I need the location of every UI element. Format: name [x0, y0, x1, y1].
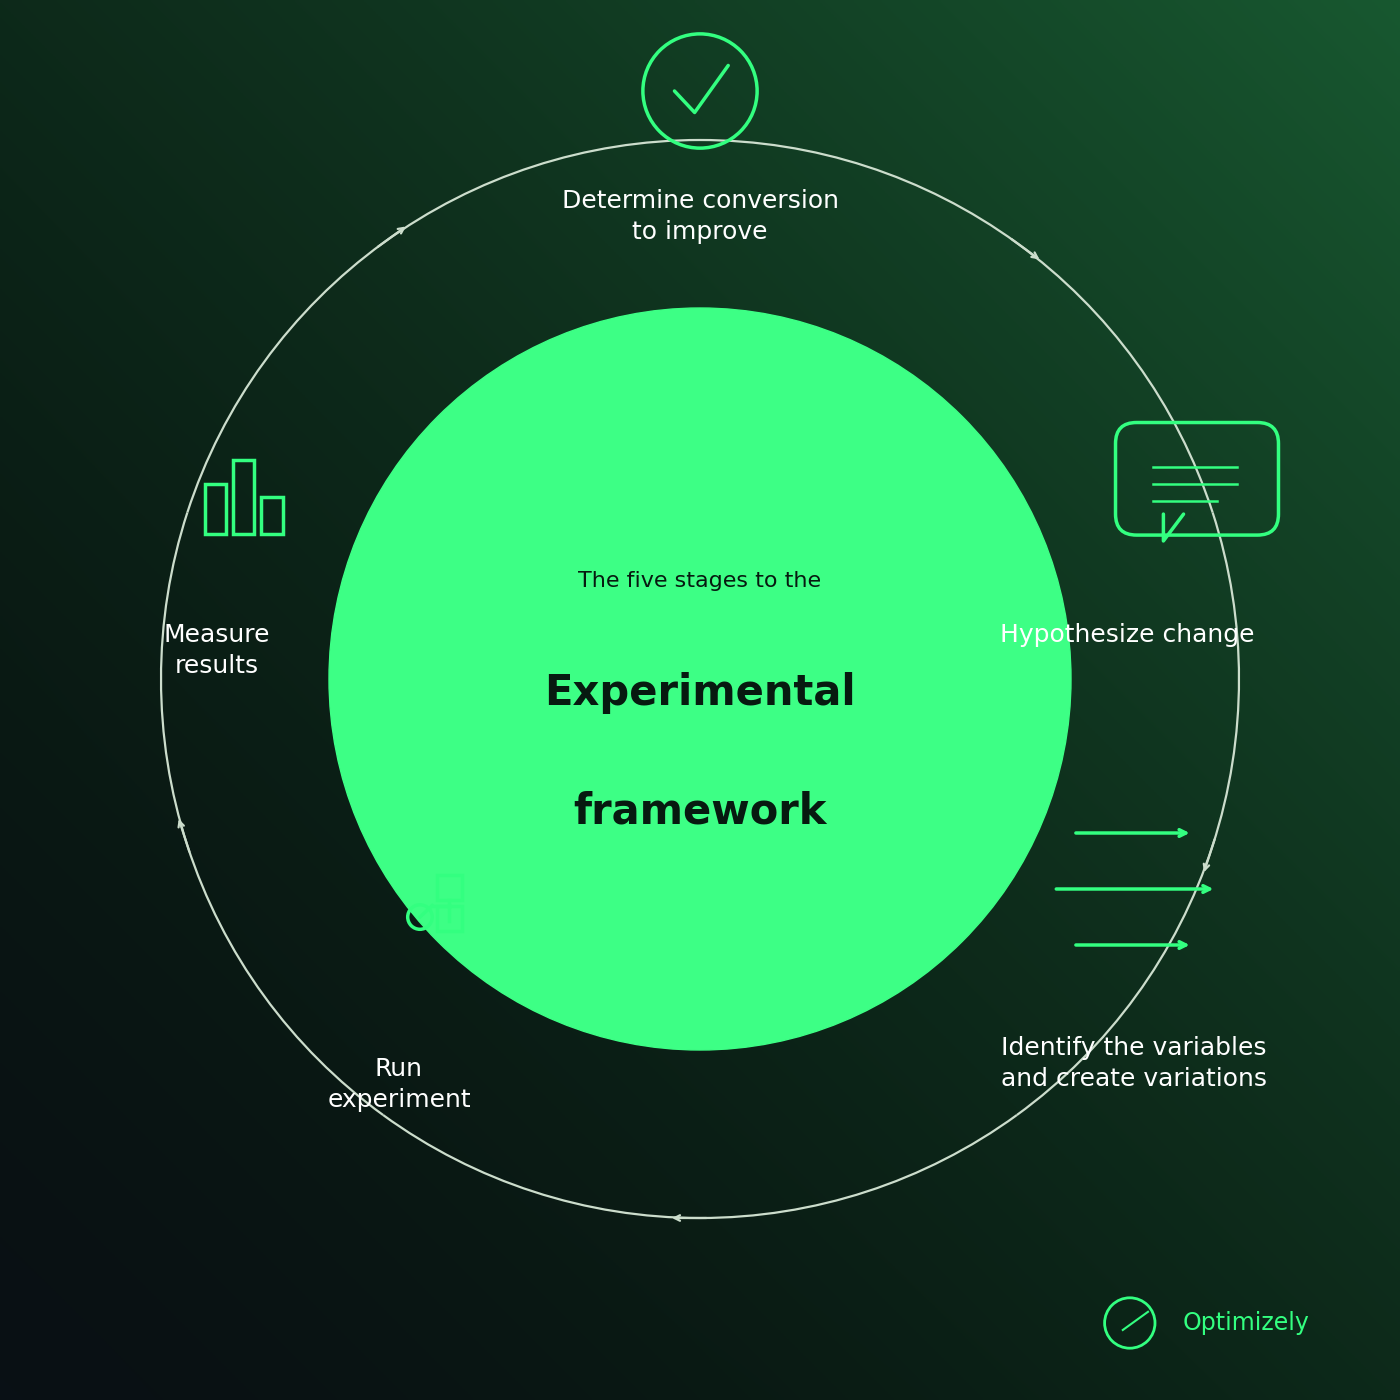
Bar	[204, 483, 227, 533]
Bar	[262, 497, 283, 533]
Text: Experimental: Experimental	[545, 672, 855, 714]
Text: Identify the variables
and create variations: Identify the variables and create variat…	[1001, 1036, 1267, 1091]
Text: framework: framework	[574, 791, 826, 833]
Bar	[232, 461, 255, 533]
Circle shape	[329, 308, 1071, 1050]
Text: Hypothesize change: Hypothesize change	[1000, 623, 1254, 647]
Bar	[437, 875, 462, 900]
Text: Optimizely: Optimizely	[1183, 1310, 1310, 1336]
Bar	[437, 906, 462, 931]
Text: Measure
results: Measure results	[164, 623, 270, 678]
Text: Run
experiment: Run experiment	[328, 1057, 470, 1112]
Text: The five stages to the: The five stages to the	[578, 571, 822, 591]
Text: Determine conversion
to improve: Determine conversion to improve	[561, 189, 839, 244]
